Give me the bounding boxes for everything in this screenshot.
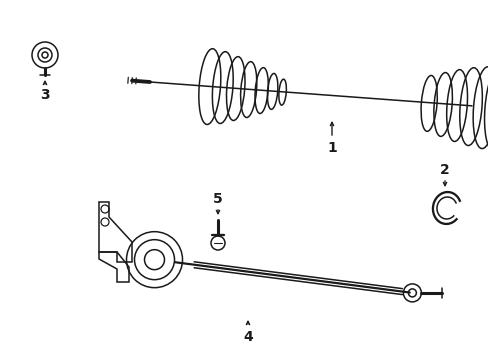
- Text: 3: 3: [40, 88, 50, 102]
- Text: 5: 5: [213, 192, 223, 206]
- Text: 1: 1: [326, 141, 336, 155]
- Text: 4: 4: [243, 330, 252, 344]
- Text: 2: 2: [439, 163, 449, 177]
